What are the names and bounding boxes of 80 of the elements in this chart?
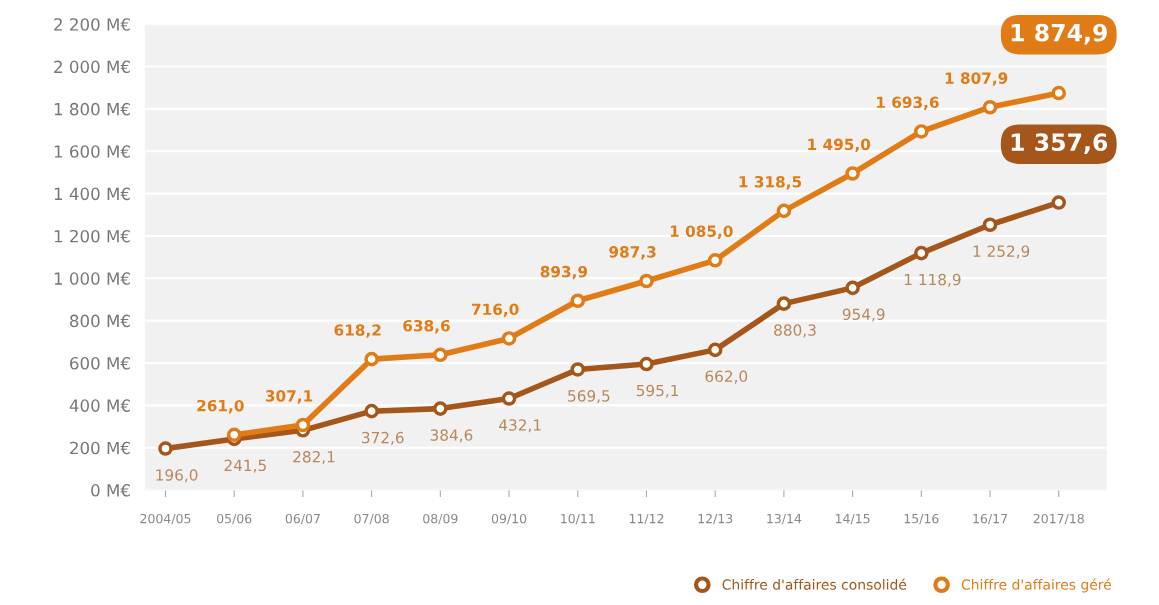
x-tick-label: 13/14 xyxy=(767,513,802,525)
point xyxy=(914,124,929,139)
data-label: 1 495,0 xyxy=(808,138,871,153)
point xyxy=(1051,195,1067,210)
x-tick-label: 15/16 xyxy=(904,513,939,525)
data-label: 261,0 xyxy=(197,399,244,414)
y-tick-label: 600 M€ xyxy=(70,356,130,370)
y-tick-label: 200 M€ xyxy=(70,441,130,455)
point xyxy=(433,347,448,363)
y-tick-label: 2 200 M€ xyxy=(54,18,130,31)
data-label: 880,3 xyxy=(774,324,816,338)
point xyxy=(845,280,860,296)
x-tick-label: 2017/18 xyxy=(1033,513,1084,525)
data-label: 1 085,0 xyxy=(670,225,733,239)
point xyxy=(433,401,448,416)
y-tick-label: 800 M€ xyxy=(70,314,130,328)
point xyxy=(158,441,173,456)
data-label: 618,2 xyxy=(334,324,381,338)
point xyxy=(776,203,792,219)
data-label: 1 693,6 xyxy=(877,96,939,111)
x-tick-label: 16/17 xyxy=(973,513,1007,525)
point xyxy=(982,99,998,115)
point xyxy=(845,166,860,181)
x-tick-label: 05/06 xyxy=(217,513,252,525)
data-label: 662,0 xyxy=(705,370,748,384)
x-tick-label: 12/13 xyxy=(698,513,733,525)
data-label: 1 118,9 xyxy=(904,273,961,287)
data-label: 954,9 xyxy=(842,308,885,322)
data-label: 384,6 xyxy=(430,429,473,443)
data-label: 372,6 xyxy=(362,431,404,445)
data-label: 1 874,9 xyxy=(1011,23,1107,45)
data-label: 282,1 xyxy=(293,450,335,465)
x-tick-label: 09/10 xyxy=(491,513,527,525)
y-tick-label: 1 600 M€ xyxy=(54,145,130,158)
data-label: 1 357,6 xyxy=(1011,133,1108,155)
data-label: 1 807,9 xyxy=(945,72,1008,86)
y-tick-label: 1 800 M€ xyxy=(54,102,130,116)
point xyxy=(776,296,792,311)
data-label: 1 318,5 xyxy=(739,175,802,190)
data-label: 569,5 xyxy=(568,390,610,404)
data-label: 893,9 xyxy=(540,265,588,280)
point xyxy=(501,391,517,406)
point xyxy=(501,331,517,346)
point xyxy=(639,273,654,289)
y-tick-label: 0 M€ xyxy=(91,484,130,497)
data-label: 595,1 xyxy=(636,384,679,398)
point xyxy=(707,253,723,268)
x-tick-label: 11/12 xyxy=(629,513,664,525)
point xyxy=(364,403,379,419)
data-label: 1 252,9 xyxy=(973,245,1030,259)
data-label: 196,0 xyxy=(156,469,198,483)
point xyxy=(364,351,379,367)
y-tick-label: 400 M€ xyxy=(69,399,130,412)
point xyxy=(707,342,723,358)
y-tick-label: 2 000 M€ xyxy=(54,60,130,74)
legend-label: Chiffre d'affaires géré xyxy=(961,578,1111,593)
point xyxy=(570,293,586,309)
data-label: 432,1 xyxy=(499,419,541,433)
data-label: 241,5 xyxy=(224,459,266,473)
point xyxy=(570,362,586,377)
data-label: 638,6 xyxy=(403,319,450,334)
data-label: 716,0 xyxy=(472,303,519,318)
point xyxy=(639,356,654,372)
data-label: 987,3 xyxy=(609,246,656,260)
x-tick-label: 2004/05 xyxy=(140,513,191,525)
x-tick-label: 08/09 xyxy=(423,513,458,525)
data-label: 307,1 xyxy=(265,390,313,404)
x-tick-label: 10/11 xyxy=(561,513,595,525)
x-tick-label: 06/07 xyxy=(285,513,320,525)
point xyxy=(1051,85,1067,101)
x-tick-label: 14/15 xyxy=(835,514,870,525)
point xyxy=(914,245,929,261)
point xyxy=(226,427,242,443)
y-tick-label: 1 400 M€ xyxy=(54,187,130,201)
y-tick-label: 1 000 M€ xyxy=(54,272,130,285)
point xyxy=(982,217,998,233)
x-tick-label: 07/08 xyxy=(354,513,389,525)
legend-label: Chiffre d'affaires consolidé xyxy=(722,578,907,590)
point xyxy=(295,417,311,433)
y-tick-label: 1 200 M€ xyxy=(54,229,130,243)
